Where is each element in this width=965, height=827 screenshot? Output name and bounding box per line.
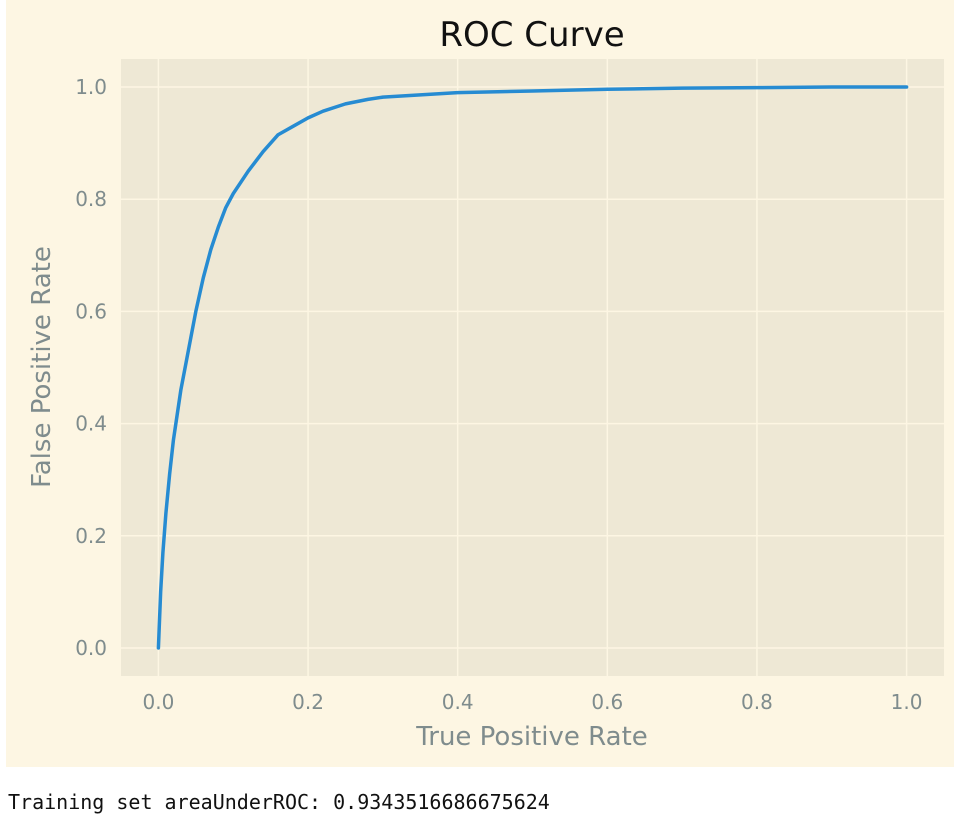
x-tick-label: 0.8 xyxy=(741,690,773,714)
x-tick-label: 1.0 xyxy=(891,690,923,714)
roc-chart: 0.0 0.2 0.4 0.6 0.8 1.0 0.0 0.2 0.4 0.6 0.8 1.0 RO… xyxy=(27,15,944,752)
roc-curve-line xyxy=(156,85,909,650)
x-tick-label: 0.6 xyxy=(591,690,623,714)
x-axis-label: True Positive Rate xyxy=(415,722,648,752)
figure: 0.0 0.2 0.4 0.6 0.8 1.0 0.0 0.2 0.4 0.6 0.8 1.0 RO… xyxy=(6,0,954,767)
y-tick-label: 0.6 xyxy=(75,299,107,323)
plot-area xyxy=(121,59,944,676)
grid xyxy=(121,59,944,676)
y-tick-label: 1.0 xyxy=(75,75,107,99)
x-tick-label: 0.2 xyxy=(292,690,324,714)
x-tick-label: 0.4 xyxy=(442,690,474,714)
y-axis-label: False Positive Rate xyxy=(27,246,57,488)
chart-title: ROC Curve xyxy=(439,15,624,55)
x-tick-label: 0.0 xyxy=(143,690,175,714)
x-tick-labels: 0.0 0.2 0.4 0.6 0.8 1.0 xyxy=(143,690,923,714)
y-tick-label: 0.4 xyxy=(75,412,107,436)
y-tick-label: 0.2 xyxy=(75,524,107,548)
training-auc-output: Training set areaUnderROC: 0.93435166866… xyxy=(8,790,550,814)
y-tick-label: 0.0 xyxy=(75,636,107,660)
y-tick-labels: 0.0 0.2 0.4 0.6 0.8 1.0 xyxy=(75,75,107,660)
y-tick-label: 0.8 xyxy=(75,187,107,211)
